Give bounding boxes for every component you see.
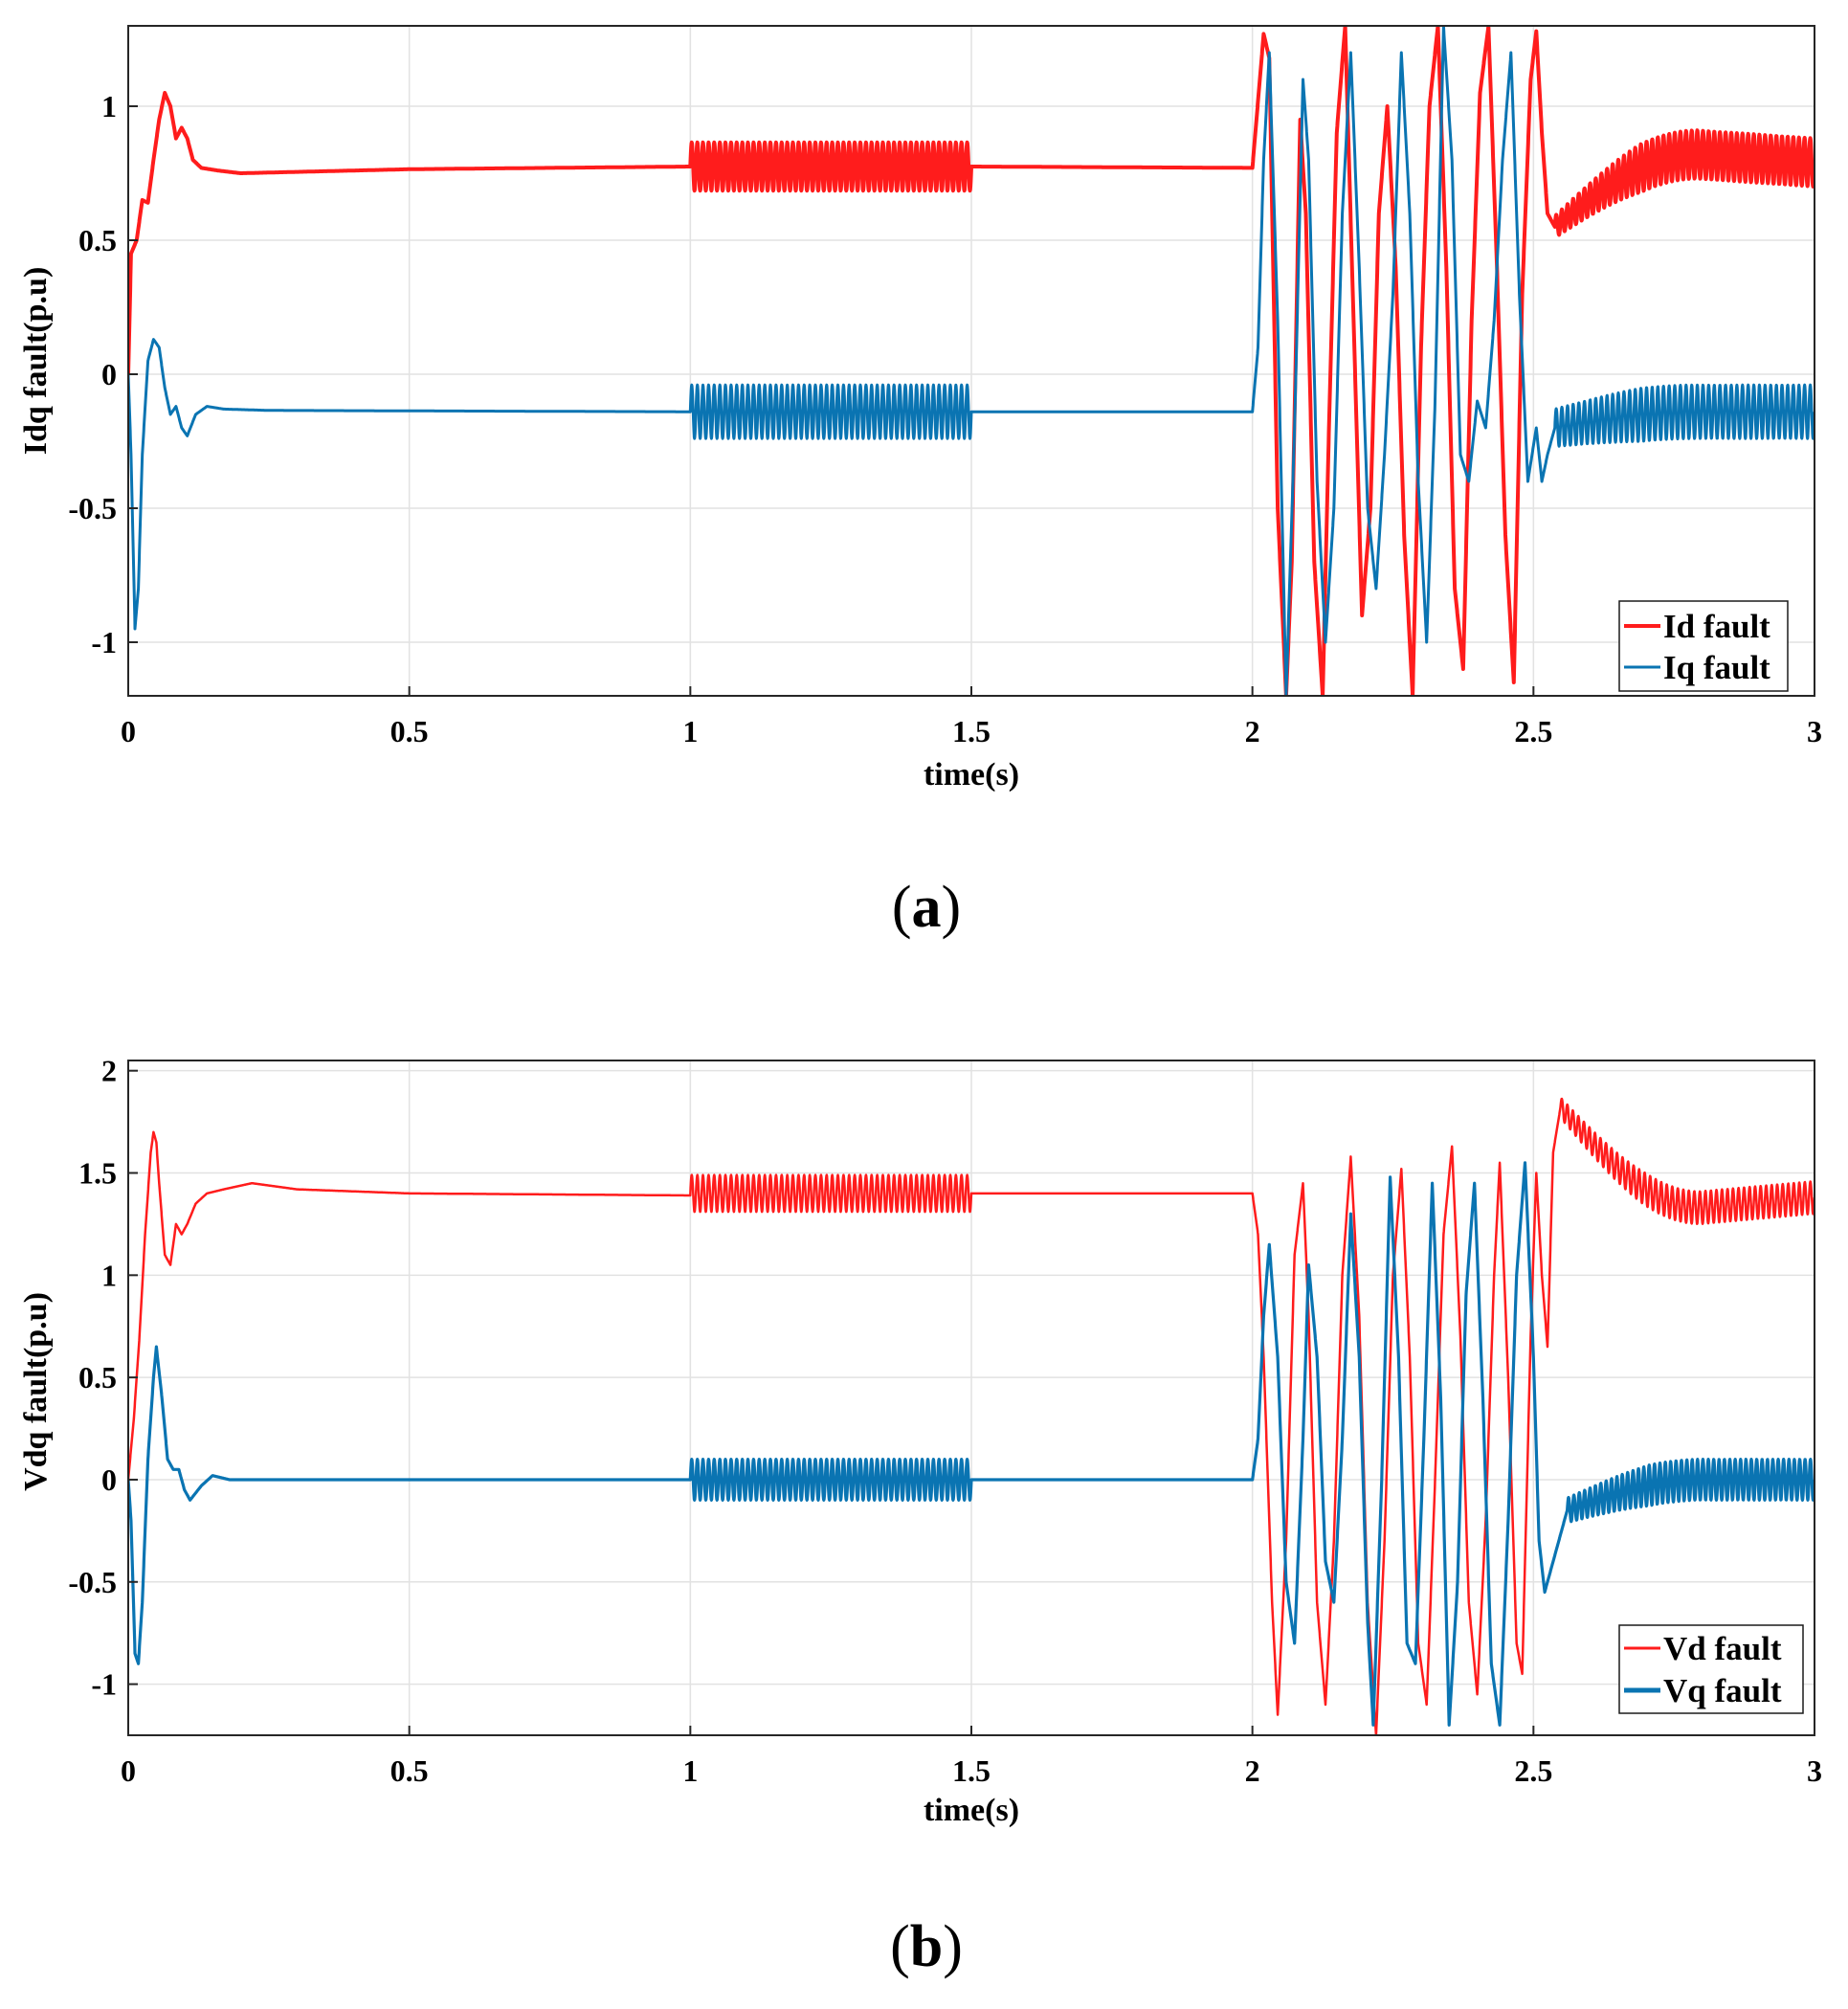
x-axis-label-a: time(s) bbox=[924, 757, 1019, 792]
legend-box-a bbox=[1618, 600, 1789, 692]
series-line-id-fault bbox=[128, 26, 1815, 696]
x-tick-label: 0 bbox=[121, 714, 136, 748]
chart-b: 0 0.5 1 1.5 2 2.5 3 2 1.5 1 0.5 0 -0.5 -1 time(s) Vd… bbox=[18, 1054, 1822, 1979]
series-group-b bbox=[128, 1097, 1815, 1735]
legend-label-vq-fault: Vq fault bbox=[1663, 1672, 1782, 1709]
legend-box-b bbox=[1618, 1624, 1804, 1714]
panel-label-b-letter: b bbox=[910, 1914, 943, 1979]
x-tick-label: 2.5 bbox=[1514, 714, 1552, 748]
x-ticks-a: 0 0.5 1 1.5 2 2.5 3 bbox=[121, 686, 1822, 748]
x-axis-label-b: time(s) bbox=[924, 1793, 1019, 1828]
x-tick-label: 2 bbox=[1245, 714, 1260, 748]
y-axis-label-b: Vdq fault(p.u) bbox=[18, 1292, 54, 1491]
y-tick-label: 1 bbox=[101, 1258, 117, 1292]
y-tick-label: 0 bbox=[101, 1462, 117, 1497]
legend-label-vd-fault: Vd fault bbox=[1663, 1630, 1782, 1667]
y-tick-label: -0.5 bbox=[68, 491, 117, 525]
x-tick-label: 0.5 bbox=[390, 714, 429, 748]
x-tick-label: 2 bbox=[1245, 1753, 1260, 1788]
y-tick-label: 1.5 bbox=[78, 1156, 117, 1191]
y-tick-label: 2 bbox=[101, 1054, 117, 1088]
legend-label-id-fault: Id fault bbox=[1663, 608, 1770, 645]
y-tick-label: 0.5 bbox=[78, 1360, 117, 1395]
series-lines-b bbox=[128, 1097, 1815, 1735]
x-tick-label: 1 bbox=[682, 714, 698, 748]
x-tick-label: 1 bbox=[682, 1753, 698, 1788]
x-tick-label: 2.5 bbox=[1514, 1753, 1552, 1788]
y-axis-label-a: Idq fault(p.u) bbox=[18, 267, 54, 456]
x-ticks-b: 0 0.5 1 1.5 2 2.5 3 bbox=[121, 1726, 1822, 1788]
series-line-vq-fault bbox=[128, 1161, 1815, 1727]
x-tick-label: 0 bbox=[121, 1753, 136, 1788]
panel-label-b: (b) bbox=[890, 1914, 963, 1979]
series-line-vd-fault bbox=[128, 1097, 1815, 1735]
chart-a: 0 0.5 1 1.5 2 2.5 3 1 0.5 0 -0.5 -1 time(s) Idq fa… bbox=[18, 25, 1822, 940]
y-tick-label: -1 bbox=[91, 1667, 117, 1702]
y-tick-label: -1 bbox=[91, 625, 117, 659]
legend-label-iq-fault: Iq fault bbox=[1663, 649, 1770, 686]
y-tick-label: 1 bbox=[101, 89, 117, 123]
y-tick-label: 0 bbox=[101, 357, 117, 391]
y-tick-label: 0.5 bbox=[78, 223, 117, 257]
panel-label-a: (a) bbox=[892, 875, 961, 940]
grid-a bbox=[127, 26, 1815, 696]
y-ticks-a: 1 0.5 0 -0.5 -1 bbox=[68, 89, 138, 659]
series-group-a bbox=[128, 26, 1815, 696]
x-tick-label: 3 bbox=[1807, 1753, 1822, 1788]
series-line-iq-fault bbox=[128, 26, 1815, 696]
y-ticks-b: 2 1.5 1 0.5 0 -0.5 -1 bbox=[68, 1054, 138, 1702]
y-tick-label: -0.5 bbox=[68, 1565, 117, 1599]
legend-b: Vd fault Vq fault bbox=[1618, 1624, 1804, 1714]
x-tick-label: 1.5 bbox=[952, 1753, 991, 1788]
x-tick-label: 1.5 bbox=[952, 714, 991, 748]
grid-b bbox=[127, 1060, 1815, 1735]
series-lines-a bbox=[128, 26, 1815, 696]
panel-label-a-letter: a bbox=[912, 875, 942, 940]
x-tick-label: 3 bbox=[1807, 714, 1822, 748]
x-tick-label: 0.5 bbox=[390, 1753, 429, 1788]
legend-a: Id fault Iq fault bbox=[1618, 600, 1789, 692]
